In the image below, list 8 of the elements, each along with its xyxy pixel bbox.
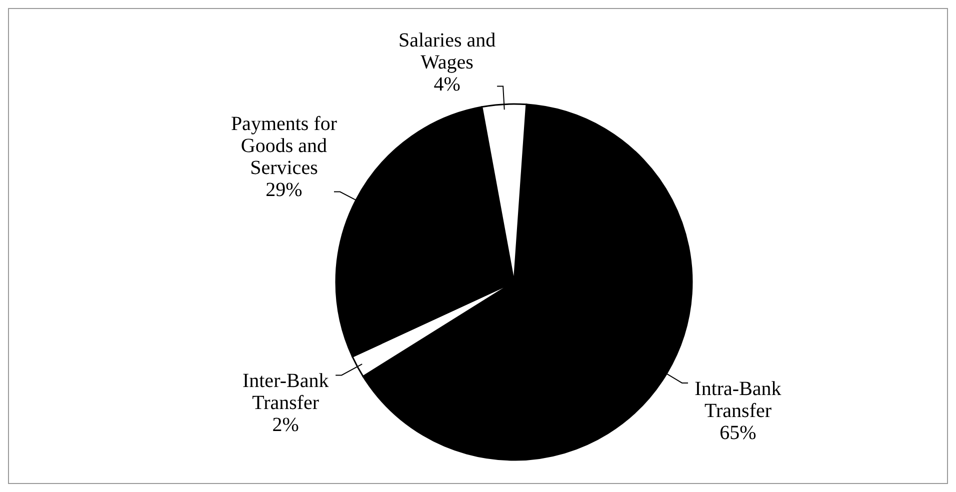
- slice-label: Payments for Goods and Services: [230, 112, 338, 179]
- data-label: 29%: [266, 178, 302, 201]
- data-label: 4%: [434, 73, 460, 96]
- data-label: 2%: [272, 414, 299, 436]
- slice-label: Inter-Bank Transfer: [242, 370, 329, 414]
- data-label: 65%: [720, 422, 756, 444]
- slice-label: Intra-Bank Transfer: [694, 378, 782, 422]
- slice-label: Salaries and Wages: [398, 29, 496, 74]
